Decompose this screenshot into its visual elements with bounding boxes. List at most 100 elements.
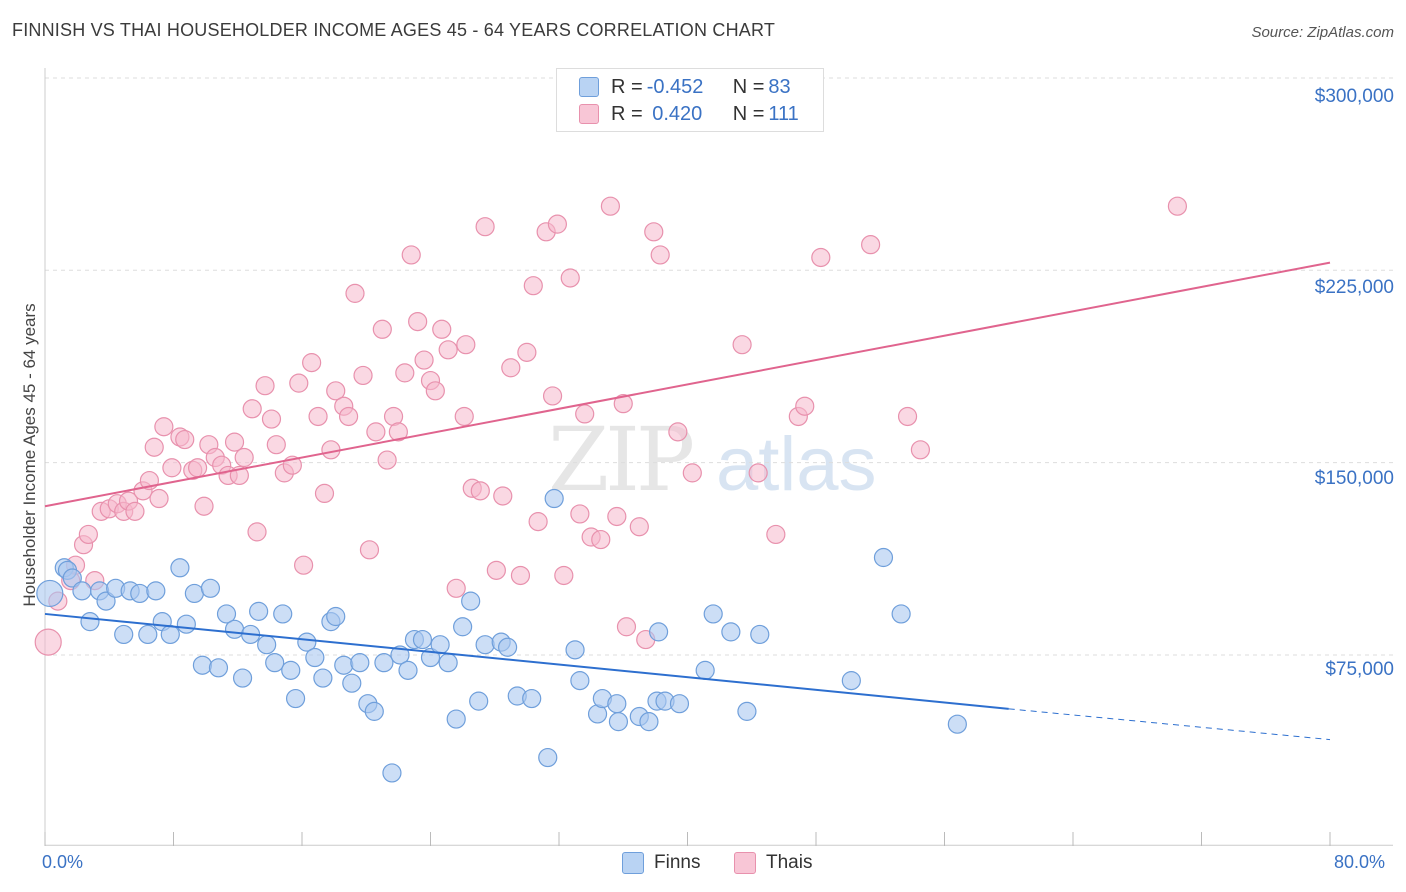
thais-legend-label: Thais (766, 852, 813, 873)
thais-r-value: 0.420 (646, 102, 703, 125)
thais-point (446, 578, 466, 598)
finns-point (176, 614, 196, 634)
thais-point (294, 555, 314, 575)
thais-point (510, 565, 531, 586)
finns-point (364, 701, 384, 721)
thais-point (345, 283, 365, 303)
finns-point (438, 653, 458, 673)
finns-point (305, 647, 325, 668)
finns-point (461, 591, 481, 611)
thais-point (795, 396, 815, 416)
thais-point (528, 512, 548, 532)
finns-point (607, 694, 627, 714)
finns-point (841, 671, 861, 691)
finns-point (475, 635, 495, 655)
thais-point (644, 222, 664, 242)
finns-point (184, 583, 204, 604)
finns-trend-line (44, 612, 1009, 710)
finns-point (62, 568, 82, 588)
thais-point (629, 517, 649, 537)
chart-title: FINNISH VS THAI HOUSEHOLDER INCOME AGES … (12, 20, 776, 40)
thais-point (78, 524, 98, 545)
thais-legend-swatch (734, 852, 756, 874)
thais-point (591, 529, 611, 550)
finns-points (36, 488, 967, 783)
thais-point (194, 496, 214, 516)
thais-point (289, 373, 309, 393)
thais-point (668, 422, 688, 442)
thais-point (377, 450, 397, 470)
finns-swatch (579, 77, 599, 97)
thais-point (650, 245, 670, 265)
source-label: Source: ZipAtlas.com (1251, 24, 1394, 41)
finns-point (412, 629, 433, 650)
thais-point (454, 406, 474, 427)
thais-point (388, 422, 408, 442)
y-axis-label: Householder Income Ages 45 - 64 years (20, 303, 39, 607)
bottom-legend-thais: Thais (734, 852, 812, 874)
thais-point (811, 247, 831, 268)
finns-point (469, 691, 489, 711)
thais-point (861, 235, 881, 255)
legend-row-finns: R = -0.452 N = 83 (579, 75, 791, 99)
y-tick-150000: $150,000 (1314, 468, 1394, 489)
thais-point (154, 417, 174, 437)
x-tick-min: 0.0% (42, 852, 84, 872)
finns-point (544, 488, 564, 509)
finns-point (390, 645, 410, 665)
thais-point (359, 540, 380, 560)
finns-point (334, 655, 354, 675)
thais-point (493, 486, 513, 506)
thais-point (242, 399, 262, 419)
thais-point (255, 376, 275, 396)
finns-point (297, 632, 317, 652)
trend-lines (44, 261, 1331, 741)
finns-point (281, 660, 301, 680)
finns-point (695, 660, 715, 680)
thais-point (475, 217, 495, 237)
thais-point (175, 429, 195, 450)
axes (44, 68, 1331, 846)
finns-point (146, 581, 166, 601)
thais-point (432, 319, 452, 339)
finns-r-label: R = (611, 75, 643, 98)
finns-point (873, 547, 894, 568)
finns-point (342, 673, 362, 693)
svg-text:atlas: atlas (716, 422, 877, 507)
thais-point (501, 358, 521, 378)
finns-point (138, 624, 158, 645)
thais-point (613, 394, 633, 414)
thais-point (425, 381, 445, 401)
finns-point (232, 668, 253, 688)
thais-point (438, 340, 458, 360)
finns-point (498, 637, 518, 657)
thais-point (408, 311, 428, 332)
finns-point (170, 558, 190, 578)
thais-point (486, 560, 506, 580)
finns-legend-label: Finns (654, 852, 701, 873)
finns-point (608, 712, 629, 732)
finns-legend-swatch (622, 852, 644, 874)
thais-point (224, 432, 245, 452)
finns-point (192, 655, 213, 675)
thais-point (547, 214, 567, 234)
thais-point (766, 524, 786, 545)
finns-point (130, 583, 150, 604)
finns-point (374, 653, 394, 673)
thais-point (616, 617, 637, 637)
finns-trend-extension (1008, 708, 1331, 741)
finns-point (639, 712, 659, 732)
thais-point (302, 353, 322, 373)
finns-point (224, 619, 245, 639)
finns-point (285, 688, 306, 709)
finns-point (382, 763, 402, 783)
thais-point (414, 350, 434, 370)
finns-point (350, 653, 370, 673)
y-tick-75000: $75,000 (1325, 659, 1394, 680)
thais-point (456, 335, 476, 355)
finns-point (216, 604, 237, 624)
thais-point (910, 440, 931, 460)
finns-n-label: N = (732, 75, 765, 98)
finns-point (737, 701, 757, 721)
